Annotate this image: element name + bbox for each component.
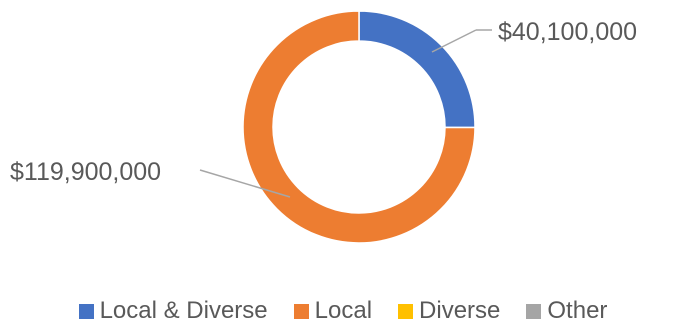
legend-label-diverse: Diverse [419, 297, 501, 324]
legend-item-local: Local [293, 297, 373, 325]
slice-local [242, 10, 476, 244]
slice-local-diverse [358, 10, 476, 129]
legend-item-other: Other [526, 297, 607, 325]
legend-label-other: Other [547, 297, 608, 324]
legend-swatch-local-diverse [78, 303, 94, 319]
legend-item-local-diverse: Local & Diverse [78, 297, 268, 325]
chart-legend: Local & Diverse Local Diverse Other [0, 296, 686, 326]
leader-line-local-diverse [431, 29, 477, 53]
legend-label-local-diverse: Local & Diverse [99, 297, 268, 324]
leader-line-local [199, 169, 291, 198]
data-label-local: $119,900,000 [10, 158, 161, 186]
legend-item-diverse: Diverse [398, 297, 500, 325]
legend-swatch-diverse [398, 303, 414, 319]
data-label-local-diverse: $40,100,000 [498, 18, 637, 46]
legend-swatch-local [293, 303, 309, 319]
legend-label-local: Local [314, 297, 373, 324]
legend-swatch-other [526, 303, 542, 319]
chart-slices [242, 10, 476, 244]
